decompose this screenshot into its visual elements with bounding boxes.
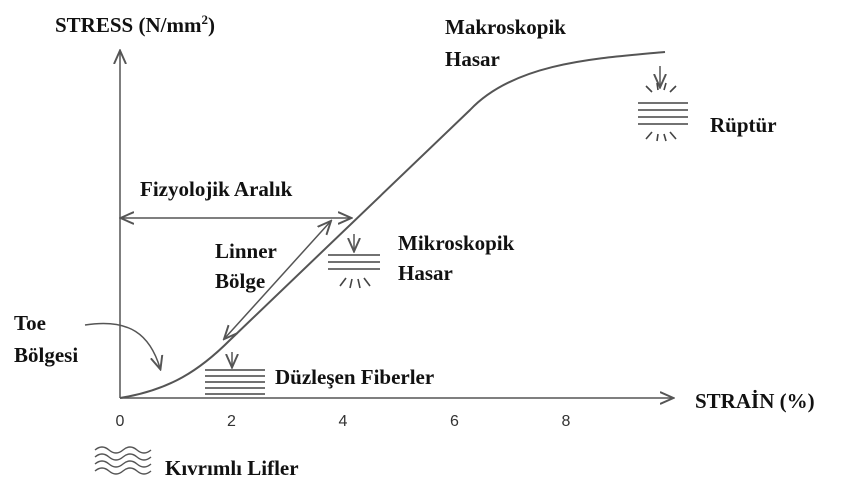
x-tick-label: 0: [116, 413, 125, 430]
toe-arrow: [85, 323, 160, 368]
macro-label: Hasar: [445, 47, 500, 71]
x-tick-label: 6: [450, 413, 459, 430]
straight-fibers-icon: [205, 352, 265, 394]
toe-label: Toe: [14, 311, 46, 335]
x-axis-label: STRAİN (%): [695, 389, 815, 413]
y-axis-label: STRESS (N/mm2): [55, 12, 215, 37]
rupture-icon: [638, 66, 688, 141]
micro-label: Mikroskopik: [398, 231, 515, 255]
crimped-fibers-icon: [95, 447, 151, 474]
y-label-end: ): [208, 13, 215, 37]
x-tick-label: 4: [339, 413, 348, 430]
linear-label: Linner: [215, 239, 277, 263]
x-tick-label: 8: [562, 413, 571, 430]
straight-label: Düzleşen Fiberler: [275, 365, 434, 389]
macro-label: Makroskopik: [445, 15, 566, 39]
diagram: STRESS (N/mm2) STRAİN (%) 0 2 4 6 8 Makrosko…: [0, 0, 862, 493]
rupture-label: Rüptür: [710, 113, 777, 137]
micro-label: Hasar: [398, 261, 453, 285]
x-tick-label: 2: [227, 413, 236, 430]
linear-label: Bölge: [215, 269, 265, 293]
y-label-text: STRESS (N/mm: [55, 13, 202, 37]
crimp-label: Kıvrımlı Lifler: [165, 456, 299, 480]
micro-damage-icon: [328, 234, 380, 288]
physio-label: Fizyolojik Aralık: [140, 177, 293, 201]
toe-label: Bölgesi: [14, 343, 78, 367]
stress-strain-curve: [120, 52, 665, 398]
